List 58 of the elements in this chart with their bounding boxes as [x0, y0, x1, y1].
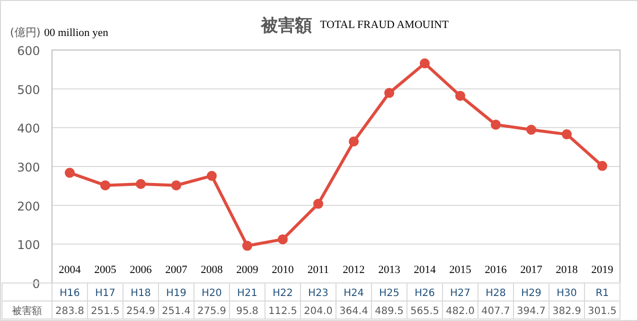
x-tick-label: 2009 H21	[236, 264, 259, 299]
data-label: 394.7	[516, 306, 546, 317]
x-tick-label: 2013 H25	[378, 264, 401, 299]
text: 被害額	[12, 305, 42, 317]
chart-title: 被害額	[260, 16, 312, 36]
point	[348, 136, 359, 146]
point	[313, 198, 324, 209]
point	[420, 58, 430, 68]
data-label: 407.7	[481, 306, 510, 317]
y-tick-label: 400	[17, 122, 40, 136]
y-tick-label: 500	[17, 82, 40, 97]
data-label: 251.4	[162, 306, 191, 317]
point	[206, 170, 217, 181]
data-label: 364.4	[339, 306, 368, 317]
data-label: 112.5	[268, 306, 298, 317]
y-tick-label: 300	[17, 160, 40, 174]
data-label: 275.9	[197, 306, 226, 317]
x-tick-label: 2007 H19	[165, 264, 188, 299]
point	[136, 179, 146, 190]
data-label: 283.8	[55, 306, 84, 317]
point	[455, 90, 466, 101]
y-axis-title: (億円) 00 million yen	[10, 26, 109, 39]
x-tick-label: 2017 H29	[520, 264, 543, 299]
point	[100, 180, 110, 190]
x-tick-label: 2004 H16	[58, 264, 82, 299]
point	[278, 234, 288, 244]
data-label: 382.9	[552, 306, 582, 317]
x-tick-label: 2018 H30	[556, 264, 578, 299]
point	[597, 160, 608, 171]
x-tick-label: 2019 R1	[591, 264, 614, 299]
chart-subtitle: TOTAL FRAUD AMOUINT	[320, 19, 449, 31]
data-label: 204.0	[304, 306, 333, 317]
data-label: 251.5	[90, 306, 120, 317]
x-tick-label: 2010 H22	[272, 264, 294, 299]
point	[64, 168, 75, 178]
x-tick-label: 2012 H24	[342, 264, 365, 299]
data-label: 482.0	[446, 306, 475, 317]
y-tick-label: 100	[17, 238, 40, 252]
data-label: 489.5	[374, 306, 404, 317]
x-tick-label: 2005 H17	[94, 264, 117, 299]
point	[526, 124, 536, 135]
x-tick-label: 2015 H27	[449, 264, 472, 299]
data-label: 301.5	[588, 306, 617, 317]
y-tick-label: 600	[17, 44, 40, 58]
data-label: 254.9	[126, 306, 156, 317]
point	[490, 120, 501, 130]
point	[171, 180, 182, 190]
point	[562, 129, 572, 140]
x-tick-label: 2014 H26	[414, 264, 436, 299]
x-tick-label: 2008 H20	[200, 264, 224, 299]
data-label: 565.5	[410, 306, 440, 317]
point	[242, 240, 252, 251]
x-tick-label: 2006 H18	[130, 264, 152, 299]
x-tick-label: 2011 H23	[307, 264, 330, 299]
data-label: 95.8	[236, 306, 258, 317]
x-tick-label: 2016 H28	[484, 264, 508, 299]
y-tick-label: 200	[17, 199, 40, 214]
point	[384, 88, 394, 98]
